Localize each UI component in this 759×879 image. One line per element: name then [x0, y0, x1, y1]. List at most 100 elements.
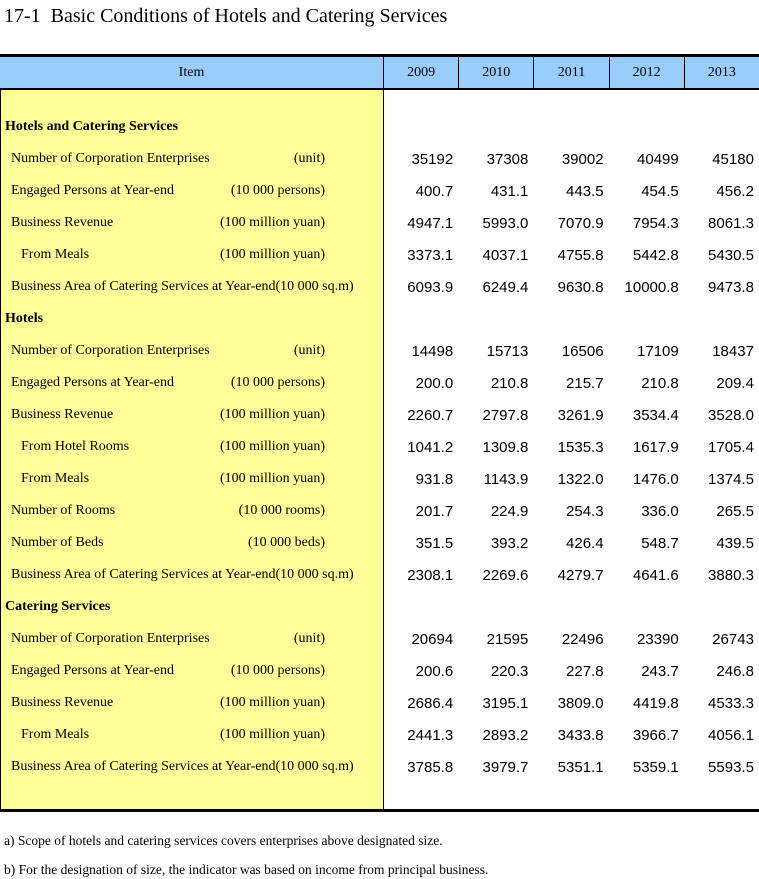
value-cell: 2269.6: [482, 566, 529, 584]
section-heading: Catering Services: [5, 599, 111, 614]
table-row: Number of Beds (10 000 beds) 351.5 393.2 426…: [1, 527, 759, 559]
value-cell: 2893.2: [482, 726, 529, 744]
table-row: From Meals (100 million yuan) 3373.1 4037.1…: [1, 239, 759, 271]
value-cell: 3966.7: [632, 726, 679, 744]
row-label: From Hotel Rooms: [21, 439, 130, 454]
item-cell: Business Revenue (100 million yuan): [1, 687, 383, 719]
item-cell: Number of Corporation Enterprises (unit): [1, 623, 383, 655]
section-header-row: Hotels and Catering Services: [1, 111, 759, 143]
value-cell: 431.1: [490, 182, 529, 200]
value-cell: 931.8: [415, 470, 454, 488]
table-row: Number of Corporation Enterprises (unit) 3…: [1, 143, 759, 175]
value-cell: 393.2: [490, 534, 529, 552]
value-cell: 4533.3: [708, 694, 754, 712]
value-cell: 6093.9: [407, 278, 454, 296]
row-unit: (unit): [293, 631, 325, 646]
table-row: Engaged Persons at Year-end (10 000 perso…: [1, 367, 759, 399]
value-cell: 2797.8: [482, 406, 529, 424]
value-cell: 4419.8: [632, 694, 679, 712]
value-cell: 20694: [411, 630, 454, 648]
column-header-item: Item: [178, 64, 205, 80]
row-label: Number of Beds: [11, 535, 104, 550]
table-row: Business Revenue (100 million yuan) 2260.7…: [1, 399, 759, 431]
row-label: Engaged Persons at Year-end: [11, 183, 175, 198]
value-cell: 3534.4: [632, 406, 679, 424]
table-row: Engaged Persons at Year-end (10 000 perso…: [1, 655, 759, 687]
value-cell: 45180: [712, 150, 754, 168]
row-label: Business Area of Catering Services at Ye…: [11, 279, 354, 294]
value-cell: 246.8: [716, 662, 754, 680]
item-cell: Number of Rooms (10 000 rooms): [1, 495, 383, 527]
table-row: Number of Corporation Enterprises (unit) 1…: [1, 335, 759, 367]
table-row: Business Area of Catering Services at Ye…: [1, 271, 759, 303]
value-cell: 1309.8: [482, 438, 529, 456]
value-cell: 1535.3: [557, 438, 604, 456]
item-cell: Business Area of Catering Services at Ye…: [1, 559, 383, 591]
value-cell: 1476.0: [632, 470, 679, 488]
value-cell: 5442.8: [632, 246, 679, 264]
row-label: Number of Corporation Enterprises: [11, 151, 210, 166]
value-cell: 4641.6: [632, 566, 679, 584]
row-unit: (100 million yuan): [220, 695, 325, 710]
item-cell: Number of Beds (10 000 beds): [1, 527, 383, 559]
value-cell: 10000.8: [624, 278, 679, 296]
row-label: Business Revenue: [11, 407, 114, 422]
item-cell: From Hotel Rooms (100 million yuan): [1, 431, 383, 463]
value-cell: 3433.8: [557, 726, 604, 744]
value-cell: 210.8: [641, 374, 679, 392]
value-cell: 201.7: [415, 502, 454, 520]
value-cell: 2441.3: [407, 726, 454, 744]
value-cell: 3809.0: [557, 694, 604, 712]
table-row: From Hotel Rooms (100 million yuan) 1041.2…: [1, 431, 759, 463]
table-header-row: Item 2009 2010 2011 2012 2013: [0, 54, 759, 90]
footnotes: a) Scope of hotels and catering services…: [4, 820, 754, 878]
item-cell: Business Revenue (100 million yuan): [1, 207, 383, 239]
table-row: From Meals (100 million yuan) 931.8 1143.9 1…: [1, 463, 759, 495]
item-cell: Engaged Persons at Year-end (10 000 perso…: [1, 655, 383, 687]
item-cell: Engaged Persons at Year-end (10 000 perso…: [1, 367, 383, 399]
row-unit: (100 million yuan): [220, 407, 325, 422]
row-label: Engaged Persons at Year-end: [11, 375, 175, 390]
value-cell: 7070.9: [557, 214, 604, 232]
value-cell: 9630.8: [557, 278, 604, 296]
section-header-row: Hotels: [1, 303, 759, 335]
value-cell: 443.5: [566, 182, 604, 200]
item-cell: Number of Corporation Enterprises (unit): [1, 143, 383, 175]
row-label: Number of Corporation Enterprises: [11, 631, 210, 646]
page-title: 17-1 Basic Conditions of Hotels and Cate…: [4, 5, 448, 27]
row-unit: (100 million yuan): [220, 247, 325, 262]
value-cell: 209.4: [716, 374, 754, 392]
row-unit: (10 000 persons): [230, 183, 325, 198]
value-cell: 3785.8: [407, 758, 454, 776]
value-cell: 336.0: [641, 502, 679, 520]
row-label: Business Area of Catering Services at Ye…: [11, 567, 354, 582]
value-cell: 224.9: [490, 502, 529, 520]
value-cell: 400.7: [415, 182, 454, 200]
row-unit: (unit): [293, 151, 325, 166]
value-cell: 18437: [712, 342, 754, 360]
column-header-year-2011: 2011: [533, 57, 608, 88]
row-unit: (100 million yuan): [220, 439, 325, 454]
value-cell: 9473.8: [708, 278, 754, 296]
row-unit: (100 million yuan): [220, 215, 325, 230]
value-cell: 16506: [561, 342, 604, 360]
value-cell: 35192: [411, 150, 454, 168]
table-row: Number of Corporation Enterprises (unit) 2…: [1, 623, 759, 655]
section-heading: Hotels and Catering Services: [5, 119, 179, 134]
value-cell: 2308.1: [407, 566, 454, 584]
value-cell: 5351.1: [557, 758, 604, 776]
value-cell: 8061.3: [708, 214, 754, 232]
item-cell: Number of Corporation Enterprises (unit): [1, 335, 383, 367]
row-unit: (unit): [293, 343, 325, 358]
row-label: Number of Rooms: [11, 503, 116, 518]
value-cell: 22496: [561, 630, 604, 648]
value-cell: 426.4: [566, 534, 604, 552]
value-cell: 439.5: [716, 534, 754, 552]
value-cell: 227.8: [566, 662, 604, 680]
value-cell: 37308: [486, 150, 529, 168]
value-cell: 14498: [411, 342, 454, 360]
row-label: From Meals: [21, 727, 90, 742]
value-cell: 2260.7: [407, 406, 454, 424]
value-cell: 200.6: [415, 662, 454, 680]
column-header-year-2010: 2010: [458, 57, 533, 88]
